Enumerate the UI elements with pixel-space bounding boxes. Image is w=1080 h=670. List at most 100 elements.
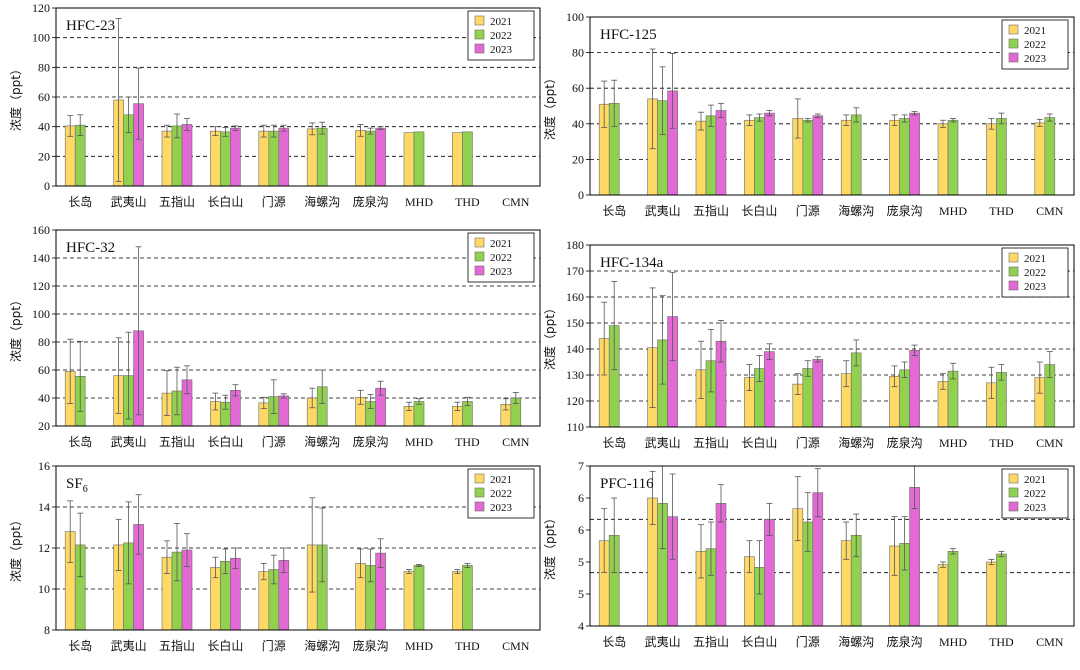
bar-2023 bbox=[764, 351, 775, 428]
bar-2022 bbox=[899, 369, 910, 428]
y-tick-label: 5 bbox=[578, 555, 584, 569]
legend-swatch-2023 bbox=[1008, 280, 1019, 291]
x-tick-label: 庞泉沟 bbox=[887, 203, 923, 218]
x-tick-label: 长岛 bbox=[68, 638, 92, 653]
x-tick-label: 海螺沟 bbox=[838, 634, 874, 649]
plot-frame bbox=[55, 465, 541, 631]
y-tick-label: 20 bbox=[38, 419, 50, 433]
x-tick-label: 武夷山 bbox=[111, 194, 147, 209]
y-tick-label: 130 bbox=[566, 368, 584, 382]
y-tick-label: 4 bbox=[578, 619, 584, 633]
x-tick-label: 门源 bbox=[262, 194, 286, 209]
x-tick-label: 长岛 bbox=[68, 194, 92, 209]
bar-2023 bbox=[278, 395, 290, 427]
y-tick-label: 120 bbox=[566, 394, 584, 408]
y-tick-label: 160 bbox=[566, 290, 584, 304]
legend-label-2021: 2021 bbox=[490, 238, 512, 250]
bar-2021 bbox=[986, 123, 997, 196]
x-tick-label: MHD bbox=[405, 195, 433, 209]
x-tick-label: 长白山 bbox=[741, 634, 777, 649]
x-tick-label: 武夷山 bbox=[645, 435, 681, 450]
legend-swatch-2022 bbox=[1008, 487, 1019, 498]
x-tick-label: 庞泉沟 bbox=[353, 434, 389, 449]
legend-swatch-2021 bbox=[474, 15, 485, 26]
plot-frame bbox=[589, 244, 1075, 428]
x-tick-label: 长白山 bbox=[741, 435, 777, 450]
chart-panel-5: 8 10 12 14 16 长岛 武夷山 五指山 长白山 门源 海螺沟 庞泉沟 MHD THD CMN 浓度（… bbox=[8, 459, 541, 653]
legend-swatch-2023 bbox=[1008, 52, 1019, 63]
chart-panel-1: 0 20 40 60 80 100 120 长岛 武夷山 五指山 长白山 门源 海螺沟 庞泉沟 MHD THD… bbox=[8, 1, 541, 209]
x-tick-label: 门源 bbox=[796, 203, 820, 218]
bar-2022 bbox=[947, 119, 959, 196]
x-tick-label: 五指山 bbox=[159, 638, 195, 653]
bar-2022 bbox=[802, 368, 814, 428]
legend-label-2022: 2022 bbox=[490, 488, 512, 500]
y-tick-label: 0 bbox=[578, 188, 584, 202]
y-axis-label: 浓度（ppt） bbox=[8, 63, 23, 131]
x-tick-label: MHD bbox=[405, 639, 433, 653]
x-tick-label: CMN bbox=[1036, 204, 1064, 218]
bar-2022 bbox=[705, 115, 717, 196]
bar-2021 bbox=[210, 130, 221, 187]
legend-swatch-2022 bbox=[474, 251, 485, 262]
bar-2022 bbox=[947, 370, 959, 428]
y-tick-label: 12 bbox=[38, 541, 50, 555]
chart-title: PFC-116 bbox=[600, 476, 654, 492]
y-tick-label: 150 bbox=[566, 316, 584, 330]
x-tick-label: 海螺沟 bbox=[304, 638, 340, 653]
y-tick-label: 100 bbox=[32, 31, 50, 45]
legend-swatch-2023 bbox=[1008, 501, 1019, 512]
y-tick-label: 60 bbox=[38, 90, 50, 104]
chart-title: SF6 bbox=[66, 476, 88, 495]
legend-label-2023: 2023 bbox=[1024, 53, 1047, 65]
x-tick-label: THD bbox=[989, 436, 1014, 450]
x-tick-label: MHD bbox=[405, 435, 433, 449]
x-tick-label: 武夷山 bbox=[645, 203, 681, 218]
y-tick-label: 40 bbox=[38, 391, 50, 405]
legend-label-2021: 2021 bbox=[490, 16, 512, 28]
x-tick-label: 庞泉沟 bbox=[353, 638, 389, 653]
bar-2021 bbox=[937, 123, 949, 196]
x-tick-label: 长岛 bbox=[602, 634, 626, 649]
legend-swatch-2021 bbox=[1008, 473, 1019, 484]
y-tick-label: 140 bbox=[32, 251, 50, 265]
bar-2021 bbox=[840, 119, 852, 196]
bar-2023 bbox=[230, 557, 241, 631]
bar-2022 bbox=[754, 117, 765, 196]
bar-2022 bbox=[413, 565, 425, 631]
legend-swatch-2021 bbox=[1008, 24, 1019, 35]
bar-2022 bbox=[316, 127, 328, 187]
legend-label-2022: 2022 bbox=[1024, 39, 1046, 51]
bar-2023 bbox=[909, 112, 920, 196]
bar-2022 bbox=[996, 553, 1007, 627]
bar-2023 bbox=[230, 127, 241, 187]
legend-label-2023: 2023 bbox=[1024, 281, 1047, 293]
x-tick-label: CMN bbox=[502, 639, 530, 653]
bar-2021 bbox=[258, 571, 270, 631]
bar-2021 bbox=[452, 571, 463, 631]
chart-title: HFC-23 bbox=[66, 18, 115, 34]
x-tick-label: 五指山 bbox=[693, 435, 729, 450]
legend-label-2022: 2022 bbox=[490, 30, 512, 42]
plot-frame bbox=[589, 16, 1075, 196]
legend-label-2022: 2022 bbox=[1024, 267, 1046, 279]
x-tick-label: MHD bbox=[939, 436, 967, 450]
x-tick-label: 海螺沟 bbox=[304, 194, 340, 209]
y-tick-label: 20 bbox=[38, 149, 50, 163]
bar-2021 bbox=[695, 120, 707, 196]
x-tick-label: 武夷山 bbox=[111, 434, 147, 449]
bar-2023 bbox=[278, 127, 290, 187]
y-tick-label: 10 bbox=[38, 582, 50, 596]
bar-2021 bbox=[452, 132, 463, 187]
y-tick-label: 80 bbox=[572, 46, 584, 60]
x-tick-label: THD bbox=[455, 435, 480, 449]
bar-2022 bbox=[850, 114, 862, 196]
x-tick-label: CMN bbox=[502, 435, 530, 449]
x-tick-label: THD bbox=[989, 635, 1014, 649]
y-tick-label: 140 bbox=[566, 342, 584, 356]
x-tick-label: 长白山 bbox=[207, 194, 243, 209]
bar-2021 bbox=[403, 132, 415, 187]
x-tick-label: 五指山 bbox=[693, 203, 729, 218]
